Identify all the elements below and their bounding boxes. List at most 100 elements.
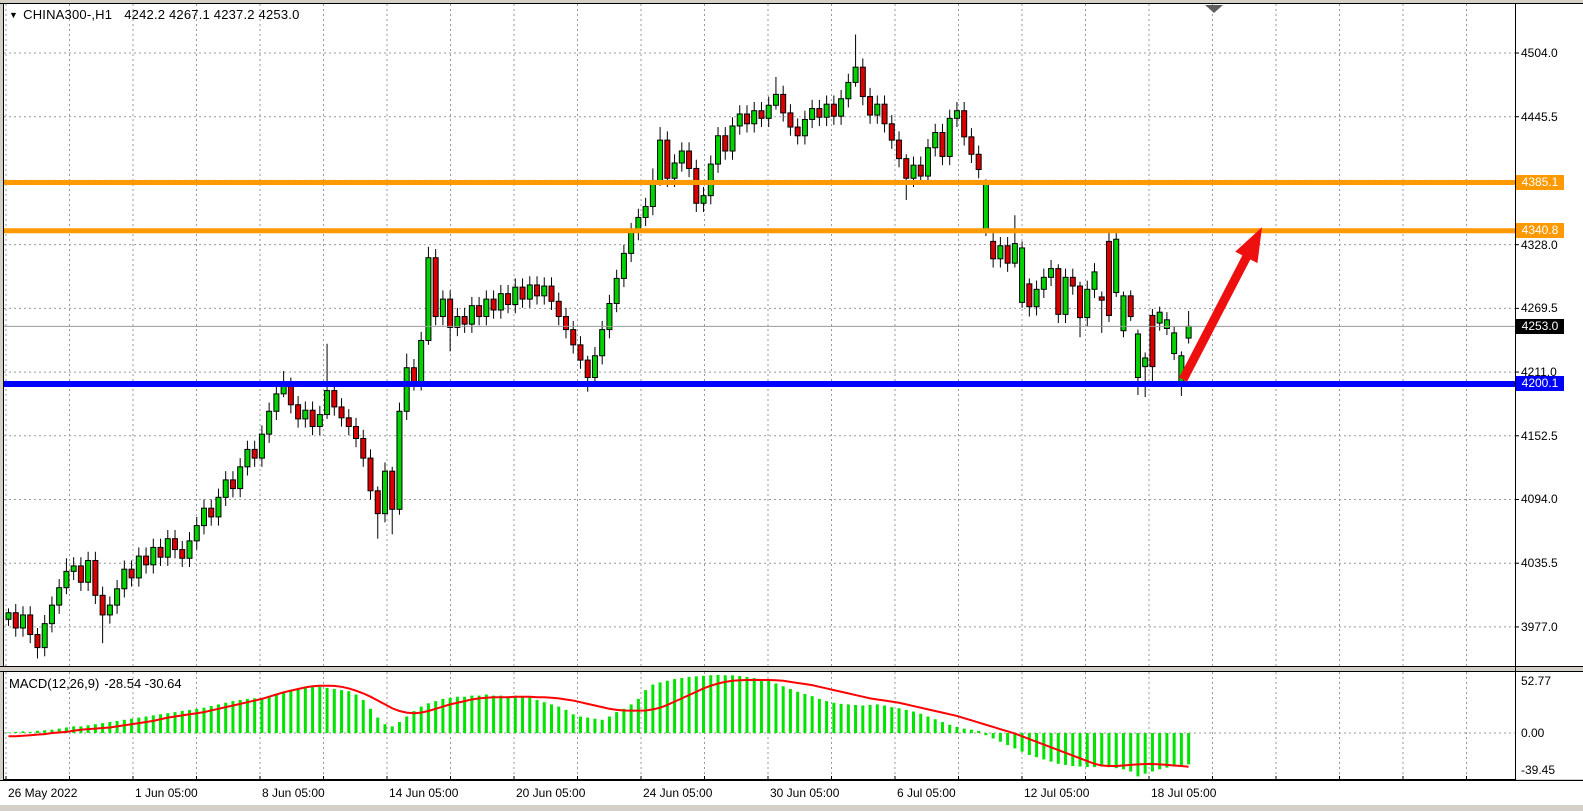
candle-down: [686, 150, 693, 169]
candle-down: [505, 293, 512, 306]
candle-up: [953, 110, 960, 119]
candle-up: [765, 104, 772, 119]
candle-down: [476, 305, 483, 318]
candle-down: [903, 158, 910, 179]
candle-down: [251, 448, 258, 459]
candle-down: [345, 417, 352, 428]
candle-up: [1033, 288, 1040, 308]
candle-up: [1163, 319, 1170, 330]
candle-up: [106, 604, 113, 616]
candle-up: [1113, 238, 1120, 294]
candle-up: [845, 81, 852, 100]
candle-down: [295, 404, 302, 420]
candle-down: [562, 316, 569, 331]
candle-down: [519, 286, 526, 300]
candle-up: [946, 117, 953, 157]
candle-down: [179, 549, 186, 559]
candle-up: [70, 565, 77, 572]
candle-up: [613, 277, 620, 304]
candle-down: [961, 110, 968, 138]
candle-up: [751, 110, 758, 125]
macd-pane-bg: [4, 672, 1583, 779]
candle-down: [968, 136, 975, 155]
candle-down: [410, 367, 417, 383]
candle-down: [353, 426, 360, 440]
candle-down: [461, 316, 468, 325]
candle-down: [780, 93, 787, 114]
candle-down: [490, 298, 497, 311]
candle-down: [157, 546, 164, 558]
candle-up: [396, 410, 403, 510]
candle-up: [1156, 311, 1163, 324]
candle-up: [772, 93, 779, 106]
candle-up: [454, 316, 461, 328]
candle-up: [19, 614, 26, 629]
candle-up: [1185, 325, 1192, 339]
candle-up: [237, 466, 244, 490]
candle-down: [77, 565, 84, 583]
trend-arrow-shaft[interactable]: [1179, 250, 1254, 382]
candle-down: [389, 470, 396, 510]
candle-down: [722, 135, 729, 152]
candle-up: [215, 496, 222, 518]
candle-down: [143, 555, 150, 566]
candle-up: [1091, 271, 1098, 290]
candle-up: [997, 245, 1004, 260]
pane-borders: [0, 3, 1583, 781]
candle-down: [1004, 245, 1011, 264]
candle-down: [881, 103, 888, 125]
candle-down: [99, 594, 106, 616]
candle-down: [693, 167, 700, 204]
candle-down: [338, 406, 345, 419]
candle-up: [678, 150, 685, 164]
candle-up: [1062, 276, 1069, 315]
candle-up: [1120, 295, 1127, 332]
candle-up: [302, 409, 309, 420]
candle-up: [657, 139, 664, 183]
candle-down: [758, 110, 765, 119]
candle-down: [447, 298, 454, 328]
candle-up: [258, 433, 265, 459]
candle-down: [794, 126, 801, 137]
candle-down: [92, 559, 99, 596]
candle-up: [910, 164, 917, 179]
candle-up: [801, 118, 808, 137]
candle-down: [939, 131, 946, 157]
candle-up: [729, 125, 736, 152]
candle-up: [5, 612, 12, 620]
candle-down: [331, 390, 338, 408]
candle-down: [1127, 295, 1134, 318]
candle-up: [620, 252, 627, 279]
candle-down: [12, 612, 19, 629]
candle-up: [439, 298, 446, 318]
candle-up: [591, 355, 598, 379]
candle-up: [41, 623, 48, 649]
candle-up: [164, 538, 171, 558]
candle-down: [584, 359, 591, 379]
candle-up: [150, 546, 157, 566]
candle-up: [85, 559, 92, 583]
candle-up: [222, 479, 229, 498]
candle-up: [1134, 333, 1141, 379]
candle-up: [200, 507, 207, 527]
candle-up: [852, 66, 859, 83]
candle-up: [628, 231, 635, 254]
candle-up: [63, 570, 70, 589]
candle-down: [917, 164, 924, 177]
candle-down: [360, 438, 367, 459]
macd-signal-line: [8, 678, 1189, 768]
candle-up: [736, 113, 743, 127]
trend-arrow-head[interactable]: [1235, 227, 1262, 264]
candle-up: [266, 410, 273, 435]
candle-up: [526, 284, 533, 300]
candle-up: [1142, 357, 1149, 368]
candle-up: [1040, 276, 1047, 290]
candle-up: [244, 448, 251, 468]
candle-down: [859, 66, 866, 98]
candle-down: [1055, 268, 1062, 315]
candle-down: [1149, 314, 1156, 368]
candle-up: [512, 286, 519, 306]
candle-up: [425, 257, 432, 341]
